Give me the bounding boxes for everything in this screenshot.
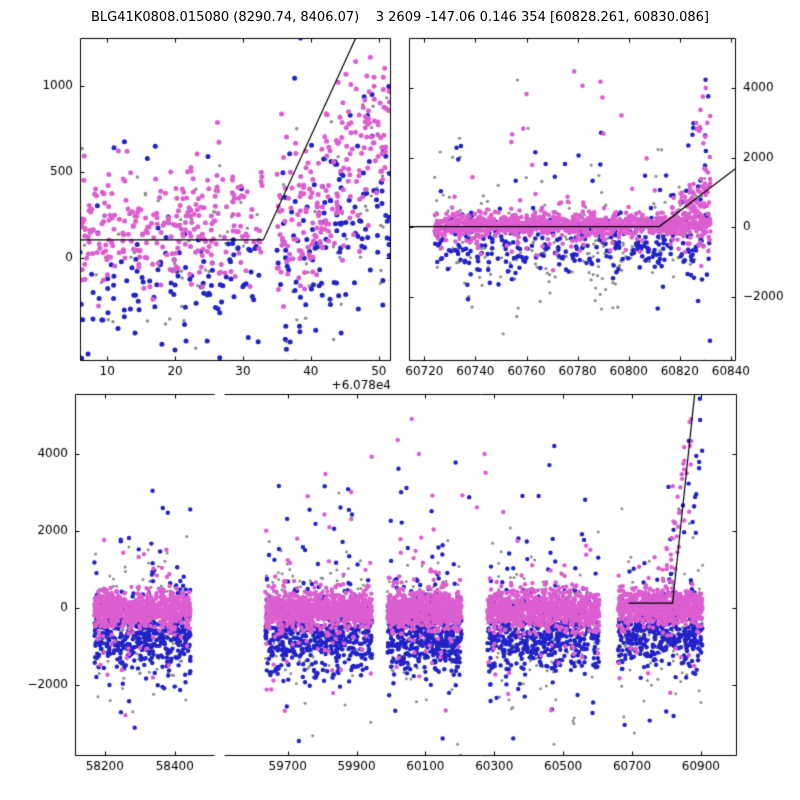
figure-title: BLG41K0808.015080 (8290.74, 8406.07) 3 2… — [91, 10, 709, 25]
